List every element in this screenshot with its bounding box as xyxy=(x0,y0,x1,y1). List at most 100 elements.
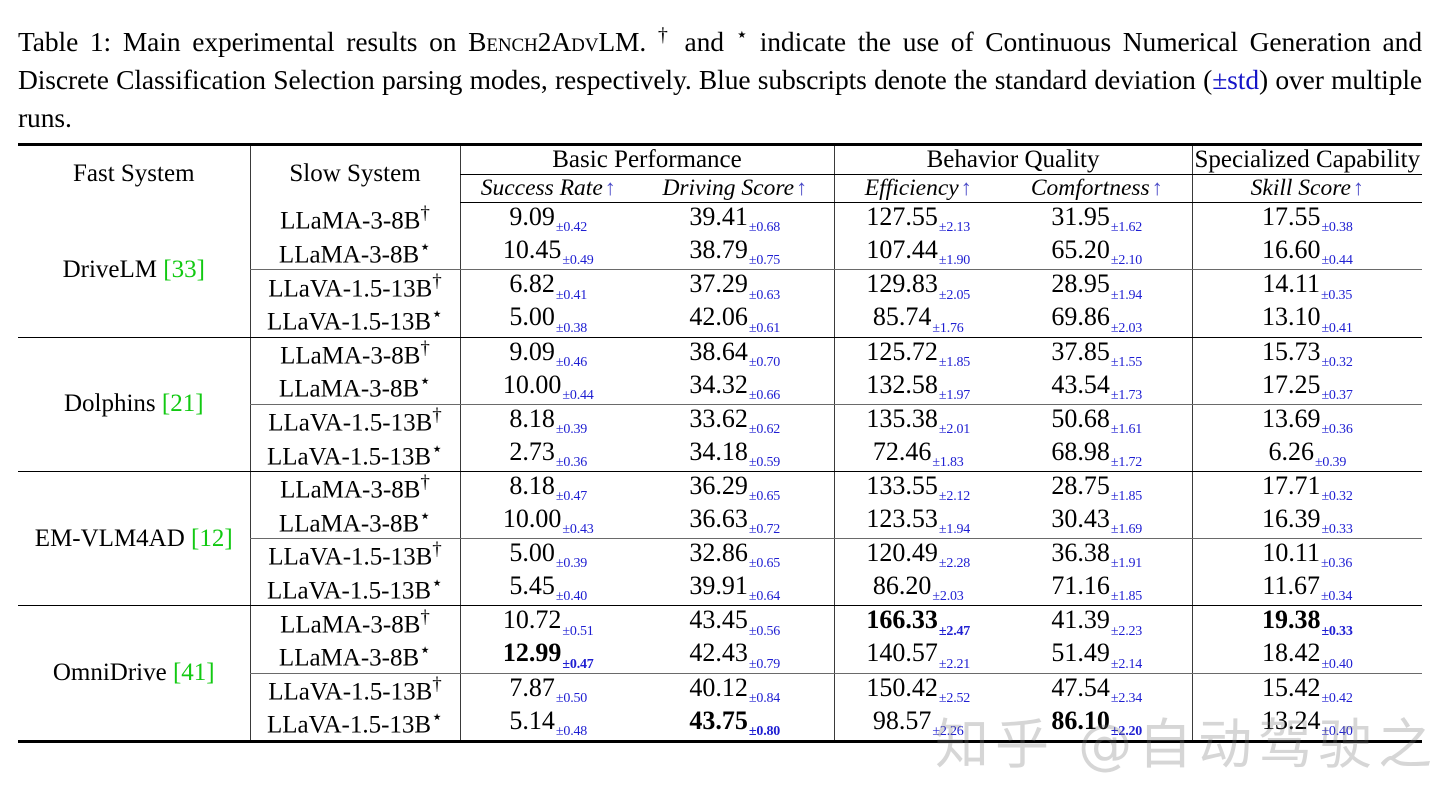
metric-value: 123.53 xyxy=(866,504,938,534)
fast-system-cell: EM-VLM4AD [12] xyxy=(18,471,250,607)
metric-cell-efficiency: 127.55±2.13 xyxy=(833,202,1003,237)
metric-cell-skill-score: 16.60±0.44 xyxy=(1191,236,1423,271)
slow-system-cell: LLaMA-3-8B† xyxy=(249,337,460,371)
metric-std: ±0.35 xyxy=(1320,287,1353,303)
metric-cell-success-rate: 9.09±0.46 xyxy=(459,337,636,371)
dagger-marker: † xyxy=(420,606,430,628)
metric-std: ±0.66 xyxy=(748,387,781,403)
dagger-marker: † xyxy=(432,405,442,427)
slow-system-name: LLaVA-1.5-13B xyxy=(266,577,432,605)
metric-label: Skill Score xyxy=(1250,175,1351,202)
metric-cell-driving-score: 37.29±0.63 xyxy=(636,270,834,303)
metric-std: ±0.34 xyxy=(1320,589,1353,605)
results-table: Fast System Slow System Basic Performanc… xyxy=(18,143,1423,743)
metric-cell-driving-score: 36.63±0.72 xyxy=(636,504,835,540)
metric-std: ±2.21 xyxy=(938,656,971,672)
citation-link[interactable]: [12] xyxy=(191,524,233,552)
metric-cell-driving-score: 34.18±0.59 xyxy=(636,437,835,472)
metric-value: 30.43 xyxy=(1051,504,1110,534)
metric-std: ±2.26 xyxy=(932,723,964,739)
metric-std: ±1.72 xyxy=(1110,455,1143,471)
metric-value: 39.41 xyxy=(689,202,748,232)
metric-cell-success-rate: 2.73±0.36 xyxy=(459,437,636,472)
metric-std: ±0.72 xyxy=(748,522,781,538)
metric-cell-driving-score: 42.06±0.61 xyxy=(636,303,835,338)
metric-cell-driving-score: 38.79±0.75 xyxy=(636,236,835,271)
metric-value: 39.91 xyxy=(689,571,748,601)
citation-link[interactable]: [33] xyxy=(163,255,205,283)
metric-std: ±0.39 xyxy=(555,421,588,437)
metric-std: ±2.23 xyxy=(1110,623,1143,639)
metric-std: ±0.36 xyxy=(555,455,588,471)
header-row-metrics: Success Rate↑ Driving Score↑ Efficiency↑… xyxy=(18,174,1423,204)
caption-suffix: ) over multiple runs. xyxy=(18,64,1422,134)
metric-std: ±0.38 xyxy=(555,320,588,336)
metric-cell-driving-score: 36.29±0.65 xyxy=(636,471,834,504)
metric-std: ±2.14 xyxy=(1110,656,1143,672)
metric-value: 43.54 xyxy=(1051,369,1110,399)
metric-cell-comfortness: 36.38±1.91 xyxy=(1002,539,1192,572)
metric-std: ±0.70 xyxy=(748,354,781,370)
table-row: EM-VLM4AD [12] LLaMA-3-8B† 8.18±0.47 36.29±… xyxy=(18,470,1423,607)
metric-value: 51.49 xyxy=(1051,638,1110,668)
dagger-marker: † xyxy=(420,472,430,494)
metric-value: 11.67 xyxy=(1262,571,1320,601)
metric-std: ±2.52 xyxy=(938,690,971,706)
metric-cell-efficiency: 98.57±2.26 xyxy=(833,706,1003,743)
table-row: LLaVA-1.5-13B† 6.82±0.41 37.29±0.63 129.83±… xyxy=(18,269,1423,304)
metric-value: 37.29 xyxy=(689,269,748,299)
fast-system-name: OmniDrive xyxy=(52,659,173,687)
metric-value: 5.00 xyxy=(509,302,555,332)
metric-cell-success-rate: 5.45±0.40 xyxy=(459,571,636,607)
metric-std: ±2.05 xyxy=(938,287,971,303)
table-row: DriveLM [33] LLaMA-3-8B† 9.09±0.42 39.41±0.… xyxy=(18,202,1423,338)
table-row: LLaVA-1.5-13B† 7.87±0.50 40.12±0.84 150.42±… xyxy=(18,672,1423,707)
metric-value: 17.71 xyxy=(1261,470,1321,500)
metric-cell-efficiency: 135.38±2.01 xyxy=(833,404,1003,438)
metric-cell-skill-score: 15.42±0.42 xyxy=(1191,672,1423,707)
metric-std: ±0.61 xyxy=(748,320,781,336)
metric-std: ±2.28 xyxy=(938,556,971,572)
metric-value: 15.42 xyxy=(1261,672,1321,702)
metric-cell-skill-score: 15.73±0.32 xyxy=(1191,336,1423,371)
metric-cell-skill-score: 17.25±0.37 xyxy=(1191,370,1423,405)
metric-value: 43.45 xyxy=(689,605,748,635)
table-row: LLaVA-1.5-13B⋆ 5.00±0.38 42.06±0.61 85.74±1… xyxy=(18,302,1423,338)
fast-system-name: Dolphins xyxy=(63,390,162,418)
metric-cell-skill-score: 18.42±0.40 xyxy=(1191,639,1423,674)
metric-cell-efficiency: 150.42±2.52 xyxy=(833,673,1003,707)
metric-cell-skill-score: 19.38±0.33 xyxy=(1191,605,1423,640)
metric-cell-success-rate: 8.18±0.47 xyxy=(459,470,636,505)
slow-system-name: LLaMA-3-8B xyxy=(278,241,420,269)
metric-cell-comfortness: 28.95±1.94 xyxy=(1002,270,1192,303)
std-notation: ±std xyxy=(1212,64,1259,96)
metric-std: ±0.33 xyxy=(1321,522,1353,538)
metric-std: ±0.56 xyxy=(748,623,781,639)
metric-value: 13.69 xyxy=(1261,403,1321,433)
slow-system-name: LLaVA-1.5-13B xyxy=(266,308,432,336)
metric-std: ±2.20 xyxy=(1110,723,1143,739)
metric-cell-driving-score: 40.12±0.84 xyxy=(636,673,834,706)
metric-value: 40.12 xyxy=(689,672,748,702)
metric-cell-success-rate: 5.00±0.38 xyxy=(459,302,636,338)
metric-std: ±0.32 xyxy=(1321,489,1353,505)
citation-link[interactable]: [41] xyxy=(172,659,215,687)
slow-system-cell: LLaMA-3-8B† xyxy=(249,471,460,505)
metric-cell-efficiency: 166.33±2.47 xyxy=(833,605,1003,640)
metric-cell-comfortness: 30.43±1.69 xyxy=(1002,504,1193,540)
citation-link[interactable]: [21] xyxy=(161,390,204,418)
metric-value: 5.45 xyxy=(509,571,555,601)
star-marker: ⋆ xyxy=(419,371,432,393)
dagger-marker: † xyxy=(420,203,430,225)
fast-system-cell: Dolphins [21] xyxy=(18,337,250,472)
metric-std: ±0.47 xyxy=(562,656,594,672)
metric-value: 8.18 xyxy=(509,470,555,500)
metric-std: ±2.47 xyxy=(938,623,971,639)
metric-value: 14.11 xyxy=(1262,269,1320,299)
metric-value: 15.73 xyxy=(1261,336,1321,366)
metric-cell-skill-score: 17.55±0.38 xyxy=(1191,202,1423,237)
caption-mid2: and xyxy=(672,26,736,58)
metric-std: ±1.69 xyxy=(1110,522,1143,538)
table-row: LLaVA-1.5-13B⋆ 5.45±0.40 39.91±0.64 86.20±2… xyxy=(18,571,1423,607)
table-row: LLaMA-3-8B⋆ 10.45±0.49 38.79±0.75 107.44±1.… xyxy=(18,236,1423,271)
